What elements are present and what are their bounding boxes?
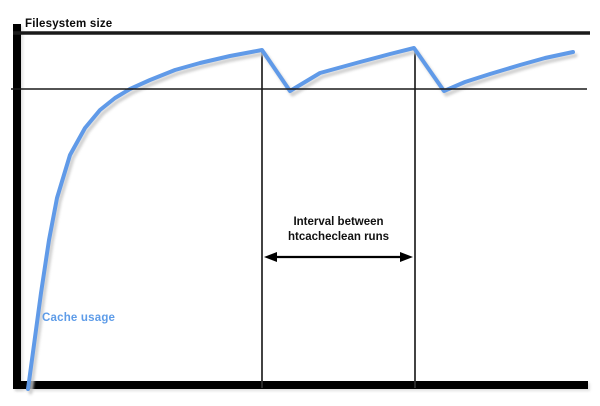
cache-usage-curve-shadow [28,49,578,395]
left-axis [13,24,21,389]
interval-arrowhead-left [264,252,277,262]
interval-annotation-line2: htcacheclean runs [288,231,389,243]
axes-layer [13,24,590,391]
interval-annotation-line1: Interval between [293,216,384,228]
cache-usage-curve [26,46,575,391]
bottom-axis [13,381,588,389]
cache-usage-label: Cache usage [42,312,116,324]
annotation-arrow-layer [264,252,413,262]
interval-arrowhead-right [400,252,413,262]
curve-layer [11,46,587,395]
filesystem-size-label: Filesystem size [25,18,113,30]
interval-annotation: Interval between htcacheclean runs [262,215,415,245]
